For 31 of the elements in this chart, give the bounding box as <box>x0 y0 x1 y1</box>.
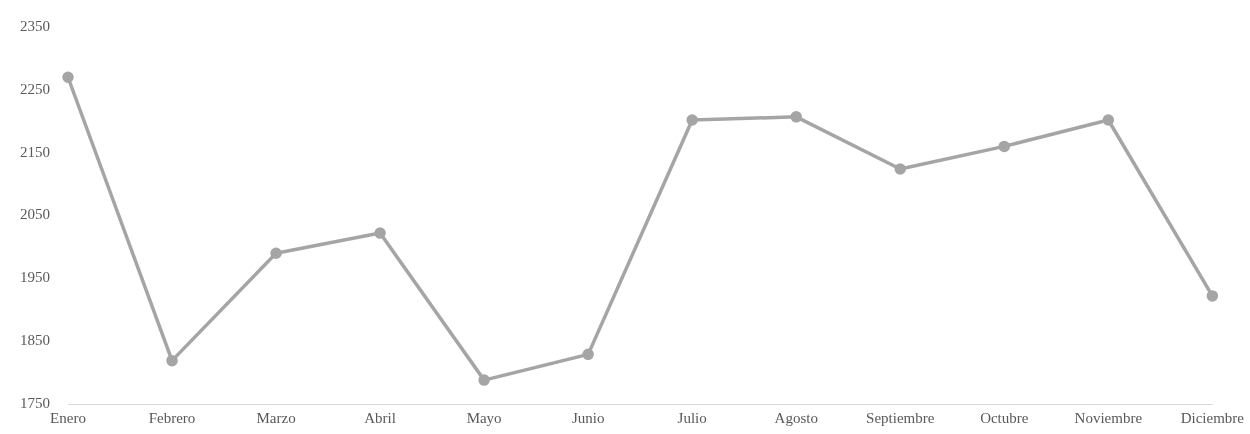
point <box>1206 290 1219 302</box>
point <box>894 163 906 175</box>
x-tick-label: Septiembre <box>866 409 935 426</box>
y-tick-label: 1850 <box>20 332 50 349</box>
x-tick-label: Mayo <box>466 409 502 426</box>
x-tick-label: Enero <box>50 409 86 426</box>
y-tick-label: 1950 <box>20 269 50 286</box>
x-tick-label: Octubre <box>980 409 1029 426</box>
y-tick-label: 1750 <box>20 394 50 411</box>
point <box>790 111 802 123</box>
x-tick-label: Marzo <box>256 409 296 426</box>
point <box>374 227 386 239</box>
x-tick-label: Diciembre <box>1180 409 1245 426</box>
point <box>166 354 178 367</box>
x-tick-label: Agosto <box>774 409 818 426</box>
y-tick-label: 2250 <box>20 80 50 97</box>
x-tick-label: Noviembre <box>1074 409 1143 426</box>
point <box>582 348 594 361</box>
x-tick-label: Abril <box>364 409 396 426</box>
y-tick-label: 2150 <box>20 143 50 160</box>
point <box>478 374 490 386</box>
point <box>62 71 74 84</box>
point <box>998 140 1011 153</box>
point <box>1102 114 1115 126</box>
y-tick-label: 2050 <box>20 206 50 223</box>
point <box>270 247 282 259</box>
y-tick-label: 2350 <box>20 17 50 34</box>
x-tick-label: Junio <box>571 409 605 426</box>
x-tick-label: Julio <box>677 409 707 426</box>
point <box>686 114 698 126</box>
x-tick-label: Febrero <box>148 409 196 426</box>
